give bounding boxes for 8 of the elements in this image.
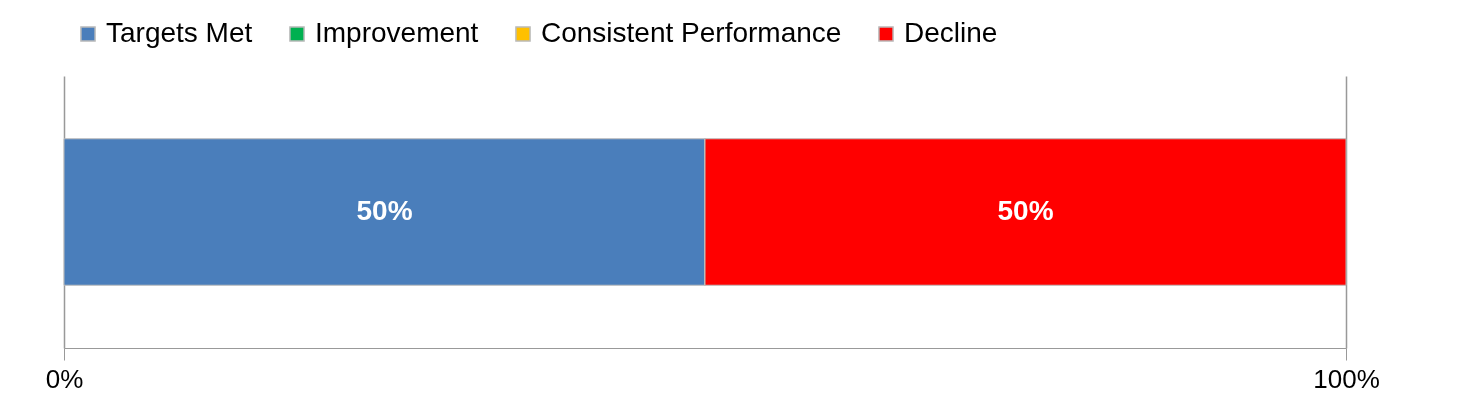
legend-label: Consistent Performance [541,17,842,48]
data-label: 50% [356,195,413,226]
legend-label: Improvement [315,17,479,48]
x-tick-label: 0% [45,363,84,394]
legend-label: Decline [904,17,998,48]
data-label: 50% [997,195,1054,226]
legend-label: Targets Met [106,17,253,48]
x-tick-label: 100% [1313,363,1380,394]
